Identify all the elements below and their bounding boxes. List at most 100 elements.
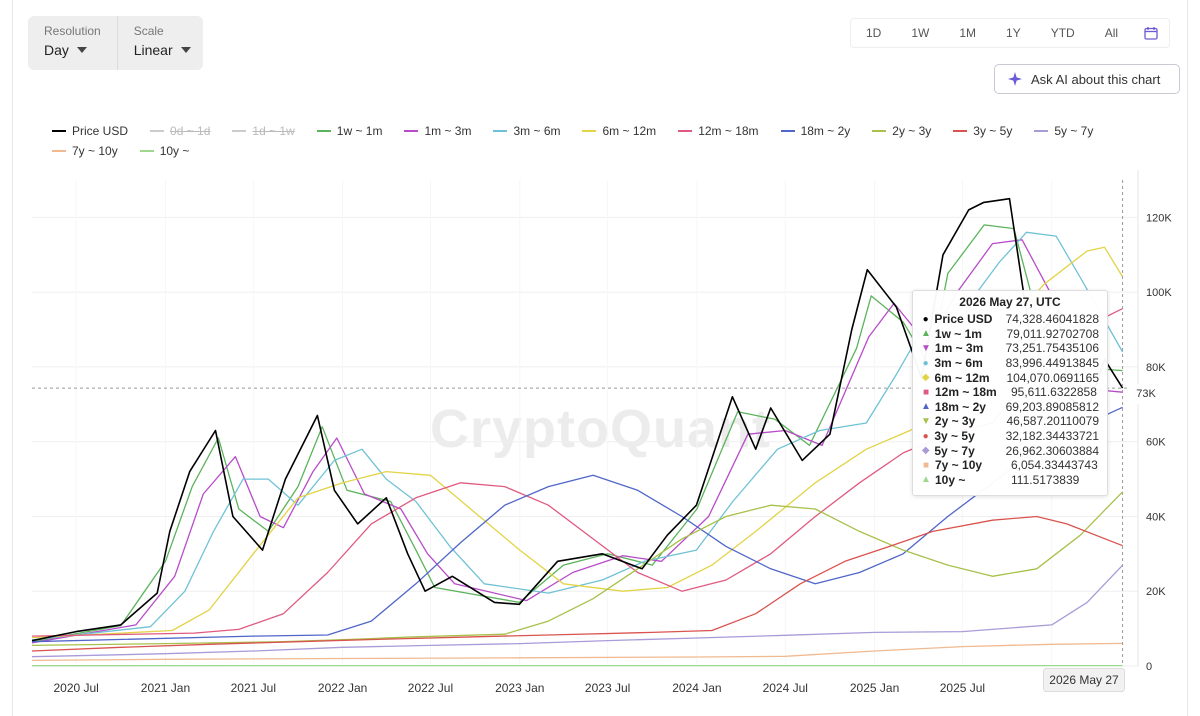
- series-marker-icon: ●: [922, 357, 929, 369]
- legend-item[interactable]: 0d ~ 1d: [150, 124, 210, 138]
- series-line-3y-5y: [31, 515, 1123, 652]
- tooltip-row: ▲ 1w ~ 1m 79,011.92702708: [921, 327, 1099, 342]
- resolution-value: Day: [44, 42, 69, 58]
- x-tick-label: 2023 Jan: [495, 681, 544, 695]
- legend-swatch: [52, 130, 66, 132]
- legend-swatch: [139, 150, 154, 152]
- watermark: CryptoQuant: [430, 399, 771, 459]
- legend-label: 7y ~ 10y: [72, 144, 118, 158]
- series-marker-icon: ▼: [921, 415, 931, 427]
- x-tick-label: 2024 Jan: [672, 681, 721, 695]
- tooltip-row: ▲ 10y ~ 111.5173839: [921, 473, 1099, 488]
- legend-item[interactable]: 2y ~ 3y: [872, 124, 931, 138]
- legend-item[interactable]: 6m ~ 12m: [582, 124, 656, 138]
- tooltip-row: ▲ 18m ~ 2y 69,203.89085812: [921, 400, 1099, 415]
- resolution-select[interactable]: Resolution Day: [28, 16, 117, 70]
- legend-label: 18m ~ 2y: [800, 124, 851, 138]
- legend-label: 2y ~ 3y: [892, 124, 932, 138]
- range-1w-button[interactable]: 1W: [911, 26, 930, 40]
- tooltip-row: ◆ 6m ~ 12m 104,070.0691165: [921, 370, 1099, 385]
- range-1d-button[interactable]: 1D: [866, 26, 882, 40]
- legend-swatch: [316, 130, 331, 132]
- scale-select[interactable]: Scale Linear: [116, 16, 207, 70]
- ask-ai-button[interactable]: Ask AI about this chart: [994, 64, 1180, 94]
- series-line-3m-6m: [31, 231, 1124, 641]
- y-tick-label: 0: [1146, 661, 1152, 673]
- tooltip-series-value: 111.5173839: [1011, 472, 1080, 487]
- series-line-5y-7y: [31, 564, 1124, 658]
- legend-swatch: [150, 130, 165, 132]
- tooltip-series-name: 10y ~: [935, 472, 966, 487]
- tooltip-row: ● 3m ~ 6m 83,996.44913845: [921, 356, 1099, 371]
- tooltip-series-name: 1w ~ 1m: [934, 326, 982, 341]
- tooltip-series-name: 18m ~ 2y: [934, 399, 986, 414]
- calendar-icon[interactable]: [1133, 19, 1169, 47]
- x-tick-label: 2021 Jan: [141, 681, 190, 695]
- series-marker-icon: ■: [922, 459, 930, 471]
- legend-item[interactable]: Price USD: [52, 124, 128, 138]
- crosshair-value-label: 73K: [1129, 384, 1163, 404]
- y-tick-label: 40K: [1146, 511, 1166, 523]
- x-tick-label: 2020 Jul: [53, 681, 98, 695]
- legend-item[interactable]: 7y ~ 10y: [52, 144, 118, 158]
- series-marker-icon: ▲: [921, 328, 931, 340]
- x-tick-label: 2023 Jul: [585, 681, 630, 695]
- legend-item[interactable]: 1m ~ 3m: [404, 124, 471, 138]
- tooltip-series-name: 3m ~ 6m: [934, 356, 983, 371]
- legend-item[interactable]: 18m ~ 2y: [780, 124, 851, 138]
- chart-legend: Price USD 0d ~ 1d 1d ~ 1w 1w ~ 1m 1m ~ 3m 3m …: [52, 124, 1172, 158]
- legend-item[interactable]: 12m ~ 18m: [678, 124, 759, 138]
- tooltip-row: ◆ 5y ~ 7y 26,962.30603884: [921, 443, 1099, 458]
- chevron-down-icon: [76, 47, 87, 53]
- tooltip-series-value: 95,611.6322858: [1011, 385, 1097, 400]
- tooltip-row: ▼ 2y ~ 3y 46,587.20110079: [921, 414, 1099, 429]
- series-marker-icon: ●: [922, 430, 929, 442]
- legend-item[interactable]: 5y ~ 7y: [1034, 124, 1093, 138]
- legend-swatch: [953, 130, 968, 132]
- tooltip-row: ■ 12m ~ 18m 95,611.6322858: [921, 385, 1099, 400]
- resolution-label: Resolution: [44, 24, 101, 38]
- legend-swatch: [404, 130, 419, 132]
- range-ytd-button[interactable]: YTD: [1050, 26, 1075, 40]
- legend-item[interactable]: 1d ~ 1w: [232, 124, 295, 138]
- legend-item[interactable]: 3m ~ 6m: [493, 124, 560, 138]
- legend-swatch: [52, 150, 66, 152]
- series-line-1w-1m: [31, 224, 1123, 643]
- legend-label: 0d ~ 1d: [170, 124, 211, 138]
- legend-item[interactable]: 10y ~: [139, 144, 190, 158]
- legend-label: 5y ~ 7y: [1054, 124, 1094, 138]
- series-marker-icon: ■: [922, 386, 930, 398]
- legend-label: 10y ~: [159, 144, 190, 158]
- range-all-button[interactable]: All: [1104, 26, 1119, 40]
- tooltip-series-name: Price USD: [934, 312, 993, 327]
- legend-swatch: [780, 130, 795, 132]
- y-tick-label: 120K: [1146, 212, 1172, 224]
- tooltip-row: ● 3y ~ 5y 32,182.34433721: [921, 429, 1099, 444]
- series-marker-icon: ▲: [921, 401, 931, 413]
- series-line-2y-3y: [31, 491, 1124, 647]
- y-tick-label: 100K: [1146, 287, 1172, 299]
- tooltip-series-value: 46,587.20110079: [1006, 414, 1099, 429]
- legend-swatch: [232, 130, 247, 132]
- series-marker-icon: ●: [922, 313, 929, 325]
- series-marker-icon: ▲: [921, 474, 931, 486]
- legend-label: 1w ~ 1m: [336, 124, 383, 138]
- range-1m-button[interactable]: 1M: [959, 26, 977, 40]
- tooltip-row: ▼ 1m ~ 3m 73,251.75435106: [921, 341, 1099, 356]
- tooltip-series-value: 83,996.44913845: [1005, 356, 1099, 371]
- legend-swatch: [678, 130, 693, 132]
- tooltip-series-name: 6m ~ 12m: [934, 370, 990, 385]
- ask-ai-label: Ask AI about this chart: [1031, 71, 1161, 87]
- range-selector: 1D 1W 1M 1Y YTD All: [850, 18, 1171, 48]
- x-tick-label: 2022 Jul: [408, 681, 453, 695]
- series-line-7y-10y: [31, 642, 1123, 662]
- legend-label: 3y ~ 5y: [973, 124, 1013, 138]
- x-tick-label: 2025 Jan: [850, 681, 899, 695]
- legend-item[interactable]: 3y ~ 5y: [953, 124, 1012, 138]
- tooltip-title: 2026 May 27, UTC: [959, 295, 1061, 309]
- range-1y-button[interactable]: 1Y: [1006, 26, 1021, 40]
- series-marker-icon: ◆: [921, 445, 930, 457]
- legend-label: 1d ~ 1w: [252, 124, 295, 138]
- legend-item[interactable]: 1w ~ 1m: [316, 124, 383, 138]
